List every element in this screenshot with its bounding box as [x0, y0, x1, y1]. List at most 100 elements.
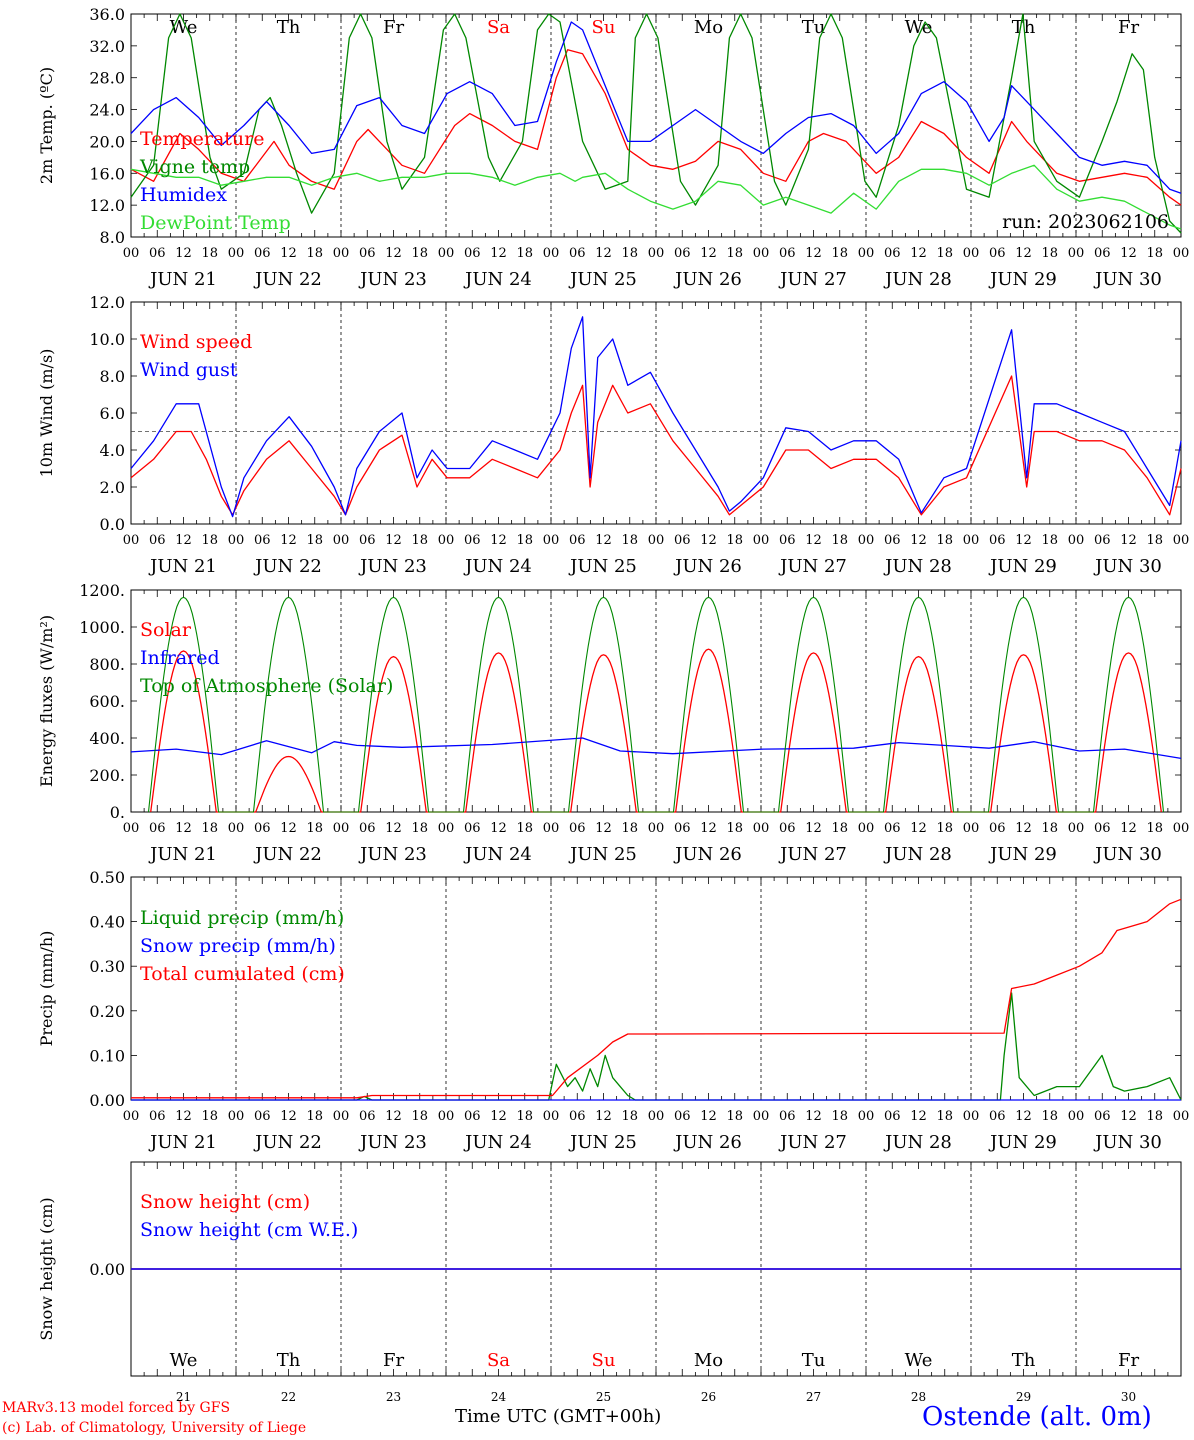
hour-label: 00 — [438, 246, 455, 261]
hour-label: 18 — [516, 246, 533, 261]
weekday-label: Fr — [1118, 1350, 1139, 1371]
weekday-label: Fr — [1118, 17, 1139, 38]
hour-label: 18 — [411, 1109, 428, 1124]
hour-label: 18 — [831, 246, 848, 261]
hour-label: 12 — [910, 1109, 927, 1124]
hour-label: 18 — [1146, 1109, 1163, 1124]
hour-label: 18 — [201, 821, 218, 836]
copyright-credit: (c) Lab. of Climatology, University of L… — [2, 1420, 307, 1436]
hour-label: 18 — [831, 1109, 848, 1124]
y-tick-label: 10.0 — [89, 330, 125, 349]
hour-label: 06 — [1094, 821, 1111, 836]
weekday-label: Tu — [802, 1350, 826, 1371]
day-number-label: 26 — [701, 1390, 716, 1404]
y-tick-label: 1200. — [79, 581, 125, 600]
hour-label: 18 — [201, 1109, 218, 1124]
hour-label: 06 — [779, 1109, 796, 1124]
dewpoint-temp-line — [130, 164, 1182, 230]
y-axis-label: Precip (mm/h) — [37, 931, 56, 1047]
y-tick-label: 0.40 — [89, 913, 125, 932]
date-label: JUN 21 — [148, 269, 217, 290]
date-label: JUN 22 — [253, 1132, 322, 1153]
hour-label: 06 — [569, 533, 586, 548]
hour-label: 06 — [989, 246, 1006, 261]
hour-label: 06 — [674, 246, 691, 261]
hour-label: 18 — [306, 821, 323, 836]
hour-label: 06 — [674, 1109, 691, 1124]
weekday-label: Fr — [383, 17, 404, 38]
y-tick-label: 400. — [89, 729, 125, 748]
hour-label: 06 — [779, 821, 796, 836]
hour-label: 06 — [359, 821, 376, 836]
hour-label: 12 — [595, 1109, 612, 1124]
hour-label: 12 — [1120, 821, 1137, 836]
hour-label: 18 — [516, 533, 533, 548]
date-label: JUN 27 — [778, 269, 847, 290]
hour-label: 06 — [149, 821, 166, 836]
y-tick-label: 24.0 — [89, 101, 125, 120]
hour-label: 12 — [910, 533, 927, 548]
weekday-label: Fr — [383, 1350, 404, 1371]
y-tick-label: 36.0 — [89, 5, 125, 24]
date-label: JUN 25 — [568, 269, 637, 290]
hour-label: 12 — [910, 246, 927, 261]
hour-label: 06 — [884, 1109, 901, 1124]
weekday-label: Sa — [487, 1350, 510, 1371]
y-tick-label: 0.50 — [89, 868, 125, 887]
legend-solar: Solar — [140, 619, 192, 641]
weekday-label: Mo — [694, 1350, 723, 1371]
hour-label: 12 — [280, 821, 297, 836]
date-label: JUN 30 — [1093, 556, 1162, 577]
liquid-precip-mm-h-line — [131, 992, 1182, 1101]
hour-label: 18 — [726, 533, 743, 548]
hour-label: 00 — [228, 246, 245, 261]
humidex-line — [130, 21, 1182, 194]
date-label: JUN 21 — [148, 1132, 217, 1153]
hour-label: 00 — [858, 246, 875, 261]
legend-wind-gust: Wind gust — [140, 359, 238, 381]
hour-label: 12 — [700, 246, 717, 261]
hour-label: 12 — [175, 533, 192, 548]
day-number-label: 21 — [176, 1390, 191, 1404]
legend-snow-height-cm-w-e: Snow height (cm W.E.) — [140, 1219, 358, 1241]
hour-label: 00 — [1173, 821, 1190, 836]
hour-label: 12 — [175, 1109, 192, 1124]
hour-label: 06 — [464, 1109, 481, 1124]
weekday-label: Sa — [487, 17, 510, 38]
day-number-label: 27 — [806, 1390, 821, 1404]
y-tick-label: 12.0 — [89, 293, 125, 312]
vigne-temp-line — [130, 13, 1182, 234]
hour-label: 12 — [490, 1109, 507, 1124]
hour-label: 00 — [438, 821, 455, 836]
hour-label: 00 — [1068, 533, 1085, 548]
hour-label: 06 — [149, 1109, 166, 1124]
y-axis-label: Snow height (cm) — [37, 1197, 56, 1340]
hour-label: 12 — [175, 246, 192, 261]
y-tick-label: 0. — [110, 803, 125, 822]
hour-label: 18 — [411, 246, 428, 261]
date-label: JUN 30 — [1093, 844, 1162, 865]
hour-label: 12 — [700, 1109, 717, 1124]
hour-label: 06 — [464, 533, 481, 548]
hour-label: 18 — [936, 533, 953, 548]
hour-label: 00 — [1068, 821, 1085, 836]
y-tick-label: 4.0 — [100, 441, 125, 460]
date-label: JUN 22 — [253, 269, 322, 290]
date-label: JUN 21 — [148, 844, 217, 865]
y-tick-label: 8.0 — [100, 228, 125, 247]
hour-label: 06 — [1094, 1109, 1111, 1124]
weekday-label: Mo — [694, 17, 723, 38]
hour-label: 00 — [438, 1109, 455, 1124]
hour-label: 12 — [385, 1109, 402, 1124]
hour-label: 18 — [306, 533, 323, 548]
hour-label: 06 — [779, 246, 796, 261]
date-label: JUN 22 — [253, 556, 322, 577]
legend-liquid-precip-mm-h: Liquid precip (mm/h) — [140, 907, 344, 929]
legend-temperature: Temperature — [140, 128, 264, 150]
hour-label: 18 — [621, 1109, 638, 1124]
hour-label: 12 — [1015, 246, 1032, 261]
hour-label: 06 — [359, 533, 376, 548]
date-label: JUN 25 — [568, 1132, 637, 1153]
legend-snow-height-cm: Snow height (cm) — [140, 1191, 310, 1213]
